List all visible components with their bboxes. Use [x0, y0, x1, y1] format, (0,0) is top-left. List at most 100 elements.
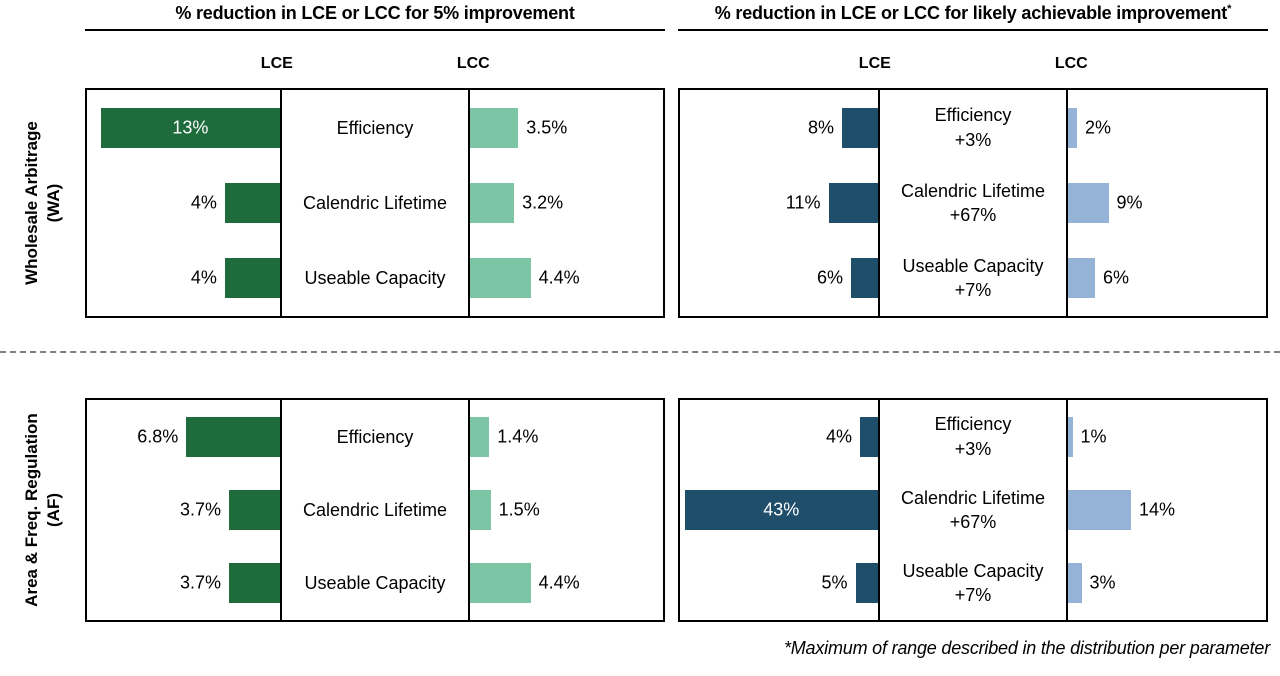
- chart-row-wholesale-arbitrage: Wholesale Arbitrage (WA) 13% 4% 4%: [0, 88, 1280, 318]
- lce-bar-cell-calendric-lifetime: 3.7%: [87, 473, 280, 546]
- lcc-bar: [1068, 489, 1131, 530]
- category-name: Efficiency: [336, 117, 414, 138]
- category-sublabel: +7%: [954, 585, 992, 606]
- lce-bar-cell-efficiency: 8%: [680, 90, 878, 165]
- row-label-wa-abbr: (WA): [43, 183, 63, 223]
- axis-headers-right: LCE LCC: [678, 55, 1268, 73]
- header-row: % reduction in LCE or LCC for 5% improve…: [0, 0, 1280, 88]
- category-column: Efficiency +3% Calendric Lifetime +67% U…: [878, 90, 1068, 316]
- category-label-calendric-lifetime: Calendric Lifetime: [282, 473, 468, 546]
- lce-value-label: 43%: [763, 499, 800, 520]
- footnote: *Maximum of range described in the distr…: [783, 638, 1270, 658]
- title-5pct-improvement: % reduction in LCE or LCC for 5% improve…: [175, 3, 575, 23]
- lcc-bar-cell-useable-capacity: 4.4%: [470, 547, 663, 620]
- lce-bar-column: 8% 11% 6%: [680, 90, 878, 316]
- lce-bar: [229, 489, 280, 530]
- category-label-useable-capacity: Useable Capacity +7%: [880, 547, 1066, 620]
- lcc-bar-cell-calendric-lifetime: 9%: [1068, 165, 1266, 240]
- lcc-axis-header: LCC: [1054, 55, 1088, 72]
- lcc-bar: [470, 107, 519, 148]
- column-header-left: % reduction in LCE or LCC for 5% improve…: [85, 0, 665, 88]
- category-label-efficiency: Efficiency: [282, 400, 468, 473]
- lce-bar-column: 4% 43% 5%: [680, 400, 878, 620]
- lcc-bar-cell-efficiency: 3.5%: [470, 90, 663, 165]
- lce-bar: [855, 563, 878, 604]
- lcc-bar: [1068, 107, 1077, 148]
- category-column: Efficiency +3% Calendric Lifetime +67% U…: [878, 400, 1068, 620]
- category-label-calendric-lifetime: Calendric Lifetime: [282, 165, 468, 240]
- lcc-value-label: 3.2%: [522, 192, 564, 213]
- category-sublabel: +3%: [954, 438, 992, 459]
- row-label-af-name: Area & Freq. Regulation: [21, 413, 41, 607]
- panel-wa-achievable: 8% 11% 6% Efficiency +3% Calendric Lifet…: [678, 88, 1268, 318]
- row-label-wa-name: Wholesale Arbitrage: [21, 121, 41, 285]
- lce-bar-cell-useable-capacity: 3.7%: [87, 547, 280, 620]
- lcc-value-label: 1%: [1080, 426, 1107, 447]
- category-label-efficiency: Efficiency +3%: [880, 90, 1066, 165]
- lcc-value-label: 6%: [1103, 267, 1130, 288]
- lce-bar: [224, 258, 280, 299]
- lce-bar-cell-efficiency: 4%: [680, 400, 878, 473]
- category-name: Calendric Lifetime: [302, 192, 448, 213]
- lcc-bar-cell-useable-capacity: 3%: [1068, 547, 1266, 620]
- row-label-spacer: [0, 0, 85, 88]
- divider-row: [0, 318, 1280, 398]
- category-name: Calendric Lifetime: [302, 499, 448, 520]
- row-label-af: Area & Freq. Regulation (AF): [20, 413, 64, 607]
- category-label-calendric-lifetime: Calendric Lifetime +67%: [880, 473, 1066, 546]
- lcc-bar-cell-efficiency: 1%: [1068, 400, 1266, 473]
- lcc-bar-cell-calendric-lifetime: 14%: [1068, 473, 1266, 546]
- category-name: Calendric Lifetime: [900, 487, 1046, 508]
- row-label-wa: Wholesale Arbitrage (WA): [20, 121, 64, 285]
- lcc-bar-cell-calendric-lifetime: 3.2%: [470, 165, 663, 240]
- lce-bar-cell-calendric-lifetime: 43%: [680, 473, 878, 546]
- axis-headers-left: LCE LCC: [85, 55, 665, 73]
- category-name: Efficiency: [934, 105, 1012, 126]
- lce-value-label: 6.8%: [137, 426, 179, 447]
- title-underline-right: [678, 29, 1268, 31]
- lcc-bar: [470, 489, 491, 530]
- lce-bar: [851, 258, 878, 299]
- lce-bar-cell-useable-capacity: 6%: [680, 241, 878, 316]
- lce-bar-cell-efficiency: 6.8%: [87, 400, 280, 473]
- title-achievable-text: % reduction in LCE or LCC for likely ach…: [714, 3, 1228, 23]
- column-header-right: % reduction in LCE or LCC for likely ach…: [678, 0, 1268, 88]
- category-column: Efficiency Calendric Lifetime Useable Ca…: [280, 90, 470, 316]
- lce-value-label: 11%: [785, 192, 821, 213]
- lce-bar: [229, 563, 280, 604]
- lce-bar: [684, 489, 878, 530]
- lce-value-label: 4%: [825, 426, 852, 447]
- lce-value-label: 4%: [190, 267, 217, 288]
- category-name: Useable Capacity: [304, 268, 446, 289]
- category-label-calendric-lifetime: Calendric Lifetime +67%: [880, 165, 1066, 240]
- lce-bar: [224, 182, 280, 223]
- category-column: Efficiency Calendric Lifetime Useable Ca…: [280, 400, 470, 620]
- title-achievable-improvement: % reduction in LCE or LCC for likely ach…: [678, 0, 1268, 24]
- title-underline-left: [85, 29, 665, 31]
- lcc-bar-column: 2% 9% 6%: [1068, 90, 1266, 316]
- lcc-bar: [1068, 182, 1109, 223]
- lcc-bar: [470, 182, 515, 223]
- category-sublabel: +3%: [954, 129, 992, 150]
- panel-wa-5pct: 13% 4% 4% Efficiency Calendric Lifetime: [85, 88, 665, 318]
- lce-bar: [100, 107, 280, 148]
- row-label-column: Wholesale Arbitrage (WA): [0, 88, 85, 318]
- panel-af-5pct: 6.8% 3.7% 3.7% Efficiency Calendric Life…: [85, 398, 665, 622]
- lcc-value-label: 4.4%: [538, 267, 580, 288]
- lce-bar-cell-calendric-lifetime: 4%: [87, 165, 280, 240]
- lce-bar: [186, 416, 280, 457]
- category-name: Useable Capacity: [902, 256, 1044, 277]
- lce-value-label: 5%: [821, 572, 848, 593]
- dashed-divider-line: [0, 351, 1280, 353]
- category-sublabel: +7%: [954, 280, 992, 301]
- row-label-af-abbr: (AF): [43, 493, 63, 527]
- category-name: Useable Capacity: [304, 573, 446, 594]
- category-label-useable-capacity: Useable Capacity: [282, 547, 468, 620]
- lce-bar-cell-efficiency: 13%: [87, 90, 280, 165]
- category-name: Calendric Lifetime: [900, 180, 1046, 201]
- lce-axis-header: LCE: [260, 55, 293, 72]
- lce-bar: [842, 107, 878, 148]
- lcc-value-label: 9%: [1116, 192, 1143, 213]
- lce-value-label: 4%: [190, 192, 217, 213]
